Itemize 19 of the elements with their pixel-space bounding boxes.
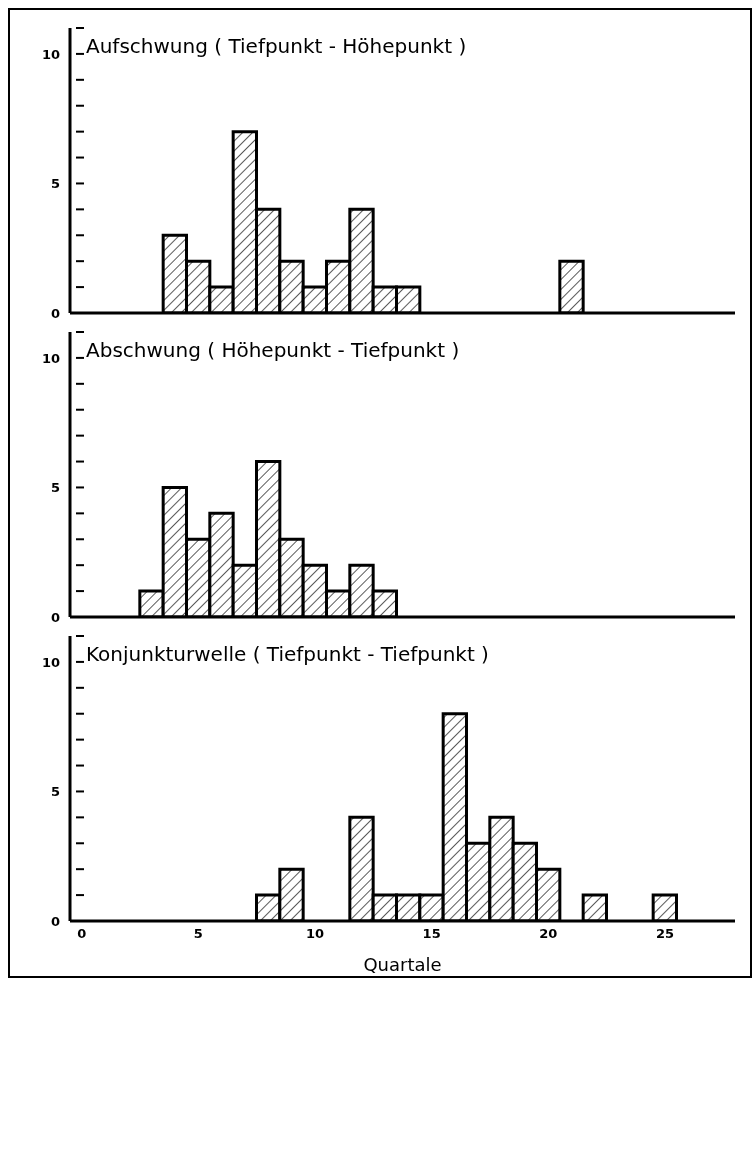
y-tick-label: 5 — [50, 480, 60, 496]
x-tick-label: 25 — [655, 926, 675, 942]
y-tick-label: 5 — [50, 176, 60, 192]
y-tick-label: 10 — [41, 46, 60, 62]
y-tick-label: 0 — [50, 305, 60, 321]
y-tick-label: 10 — [41, 654, 60, 670]
chart-title: Konjunkturwelle ( Tiefpunkt - Tiefpunkt ) — [86, 642, 489, 666]
x-tick-label: 15 — [422, 926, 441, 942]
y-tick-label: 10 — [41, 350, 60, 366]
x-axis-title: Quartale — [363, 954, 442, 975]
x-tick-label: 0 — [77, 926, 87, 942]
y-tick-label: 0 — [50, 913, 60, 929]
chart-title: Aufschwung ( Tiefpunkt - Höhepunkt ) — [86, 34, 467, 58]
chart-title: Abschwung ( Höhepunkt - Tiefpunkt ) — [86, 338, 460, 362]
y-tick-label: 5 — [50, 784, 60, 800]
x-tick-label: 5 — [193, 926, 203, 942]
x-tick-label: 20 — [539, 926, 558, 942]
y-tick-label: 0 — [50, 609, 60, 625]
x-tick-label: 10 — [305, 926, 325, 942]
